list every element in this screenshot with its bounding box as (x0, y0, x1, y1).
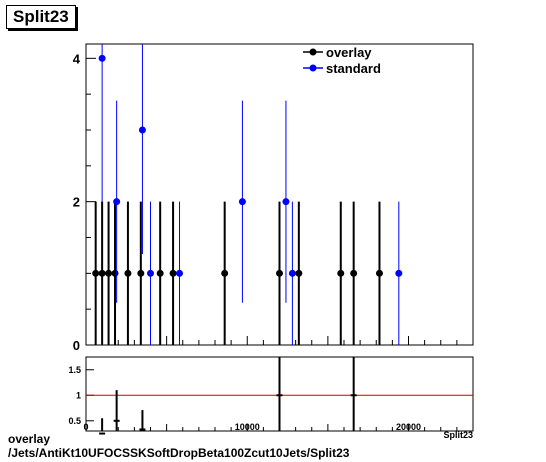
overlay-point (105, 269, 113, 277)
overlay-point (92, 269, 100, 277)
legend-swatch-marker (309, 48, 317, 56)
main-plot-marks (92, 44, 403, 345)
y-tick-label: 4 (73, 51, 81, 66)
standard-point (147, 269, 154, 277)
standard-point (288, 269, 296, 277)
y-tick-label: 2 (73, 195, 80, 210)
standard-point (282, 198, 290, 206)
ratio-x-tick-label: 0 (83, 422, 88, 432)
legend-swatch-marker (309, 64, 317, 72)
legend-label: overlay (326, 45, 372, 60)
overlay-point (137, 269, 145, 277)
plot-title: Split23 (6, 5, 76, 29)
overlay-point (221, 269, 229, 277)
legend-label: standard (326, 61, 381, 76)
ratio-y-tick-label: 1 (76, 390, 81, 400)
ratio-y-tick-label: 1.5 (68, 365, 81, 375)
overlay-point (276, 269, 283, 277)
standard-point (98, 54, 106, 62)
standard-point (113, 198, 121, 206)
overlay-point (350, 269, 358, 277)
overlay-point (124, 269, 132, 277)
overlay-point (337, 269, 345, 277)
overlay-point (295, 269, 303, 277)
ratio-x-axis-title: Split23 (443, 430, 473, 440)
standard-point (238, 198, 246, 206)
overlay-point (169, 269, 177, 277)
ratio-y-tick-label: 0.5 (68, 416, 81, 426)
main-plot-ticks: 0 2 4 (73, 51, 474, 353)
overlay-point (375, 269, 383, 277)
standard-point (138, 126, 146, 134)
footer-line-2: /Jets/AntiKt10UFOCSSKSoftDropBeta100Zcut… (8, 446, 350, 460)
overlay-point (156, 269, 164, 277)
standard-point (176, 269, 184, 277)
ratio-plot-marks (86, 357, 473, 435)
footer-caption: overlay /Jets/AntiKt10UFOCSSKSoftDropBet… (8, 432, 349, 460)
overlay-point (111, 269, 119, 277)
overlay-point (98, 269, 106, 277)
footer-line-1: overlay (8, 432, 51, 446)
ratio-plot-ticks: 0.5 1 1.5 0 10000 20000 Split23 (68, 365, 474, 440)
ratio-x-tick-label: 20000 (396, 422, 421, 432)
standard-point (395, 269, 403, 277)
ratio-x-tick-label: 10000 (235, 422, 260, 432)
y-tick-label: 0 (73, 338, 80, 353)
